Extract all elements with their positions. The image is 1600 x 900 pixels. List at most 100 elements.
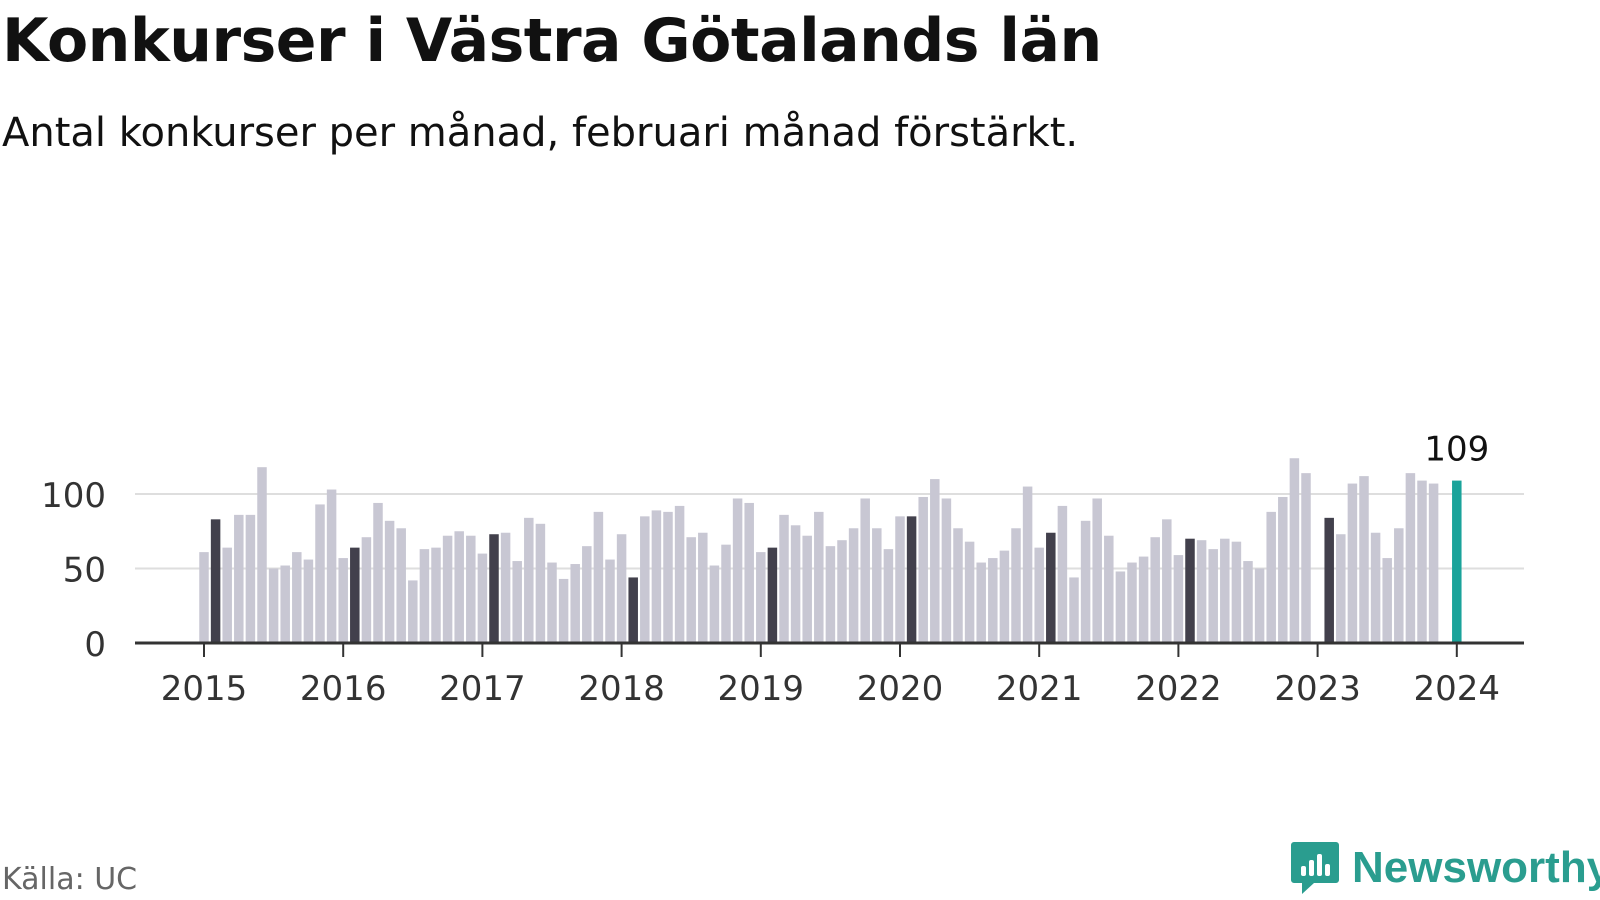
bar: [686, 537, 696, 643]
bar: [1336, 534, 1346, 643]
bar: [408, 580, 418, 643]
bar: [709, 565, 720, 643]
bar: [1173, 555, 1184, 643]
bar: [582, 546, 592, 643]
bar: [767, 547, 778, 643]
bar: [1115, 571, 1126, 643]
bar: [222, 547, 232, 643]
bar: [1162, 519, 1172, 643]
bar: [326, 489, 337, 643]
bar: [1278, 496, 1288, 643]
bar: [315, 504, 325, 643]
bar: [837, 540, 847, 643]
bar: [1394, 528, 1404, 643]
bar: [245, 514, 256, 643]
x-tick-label: 2022: [1135, 669, 1222, 709]
bars: [199, 458, 1462, 643]
bar: [1359, 476, 1369, 643]
bar: [210, 519, 221, 643]
bar: [1208, 549, 1218, 643]
bar: [1196, 540, 1207, 643]
bar: [1069, 577, 1079, 643]
bar: [500, 532, 511, 643]
x-tick-label: 2020: [857, 669, 944, 709]
bar: [1266, 511, 1276, 643]
bar: [512, 561, 522, 643]
bar: [1022, 486, 1033, 643]
bar: [535, 523, 546, 643]
bar: [825, 546, 836, 643]
bar: [732, 498, 743, 643]
bar: [350, 547, 360, 643]
bar: [454, 531, 464, 643]
y-tick-label: 50: [63, 551, 106, 591]
bar: [640, 516, 650, 643]
bar: [698, 532, 708, 643]
labels: 0 50 100 109 2015 2016 2017 2018 2019 2020 2021 202…: [41, 430, 1500, 709]
y-tick-label: 100: [41, 476, 106, 516]
bar: [431, 547, 441, 643]
bar: [721, 544, 731, 643]
x-tick-label: 2018: [578, 669, 665, 709]
bar: [1370, 532, 1381, 643]
bar: [558, 578, 569, 643]
bar: [361, 537, 372, 643]
bar: [756, 552, 766, 643]
bar: [1046, 532, 1056, 643]
bar: [489, 534, 499, 643]
bar: [1417, 480, 1427, 643]
bar: [802, 535, 812, 643]
bar: [1324, 517, 1334, 643]
bar: [442, 535, 453, 643]
bar: [860, 498, 870, 643]
bar: [1092, 498, 1102, 643]
bar: [303, 559, 314, 643]
bar: [883, 549, 894, 643]
bar: [257, 467, 267, 643]
x-tick-label: 2019: [718, 669, 805, 709]
last-value-label: 109: [1424, 430, 1489, 470]
bar: [373, 502, 383, 643]
bar: [1104, 535, 1114, 643]
bar: [953, 528, 963, 643]
bar: [1185, 538, 1195, 643]
y-tick-label: 0: [84, 625, 106, 665]
bar: [1243, 561, 1253, 643]
bar: [419, 549, 430, 643]
x-tick-label: 2015: [161, 669, 248, 709]
bar: [1138, 556, 1149, 643]
bar: [1452, 480, 1462, 643]
bar: [651, 510, 662, 643]
bar: [790, 525, 801, 643]
brand-name: Newsworthy: [1352, 843, 1600, 892]
bar: [1382, 558, 1392, 643]
bar: [524, 517, 534, 643]
bar: [280, 565, 290, 643]
bar: [1034, 547, 1044, 643]
bar: [477, 553, 488, 643]
x-tick-label: 2021: [996, 669, 1083, 709]
bar: [1080, 520, 1091, 643]
bar: [1254, 568, 1265, 643]
bar: [976, 562, 986, 643]
bar: [1428, 483, 1439, 643]
bar: [964, 541, 975, 643]
bar: [779, 514, 789, 643]
bar: [906, 516, 917, 643]
bar: [848, 528, 859, 643]
bar: [999, 550, 1010, 643]
bar: [384, 520, 395, 643]
bar: [1011, 528, 1021, 643]
bar: [1405, 473, 1416, 643]
x-tick-label: 2023: [1274, 669, 1361, 709]
brand-logo: Newsworthy: [1290, 840, 1600, 896]
bar: [234, 514, 244, 643]
bar: [988, 558, 998, 643]
x-tick-label: 2017: [439, 669, 526, 709]
chart-subtitle: Antal konkurser per månad, februari måna…: [2, 110, 1079, 156]
x-tick-label: 2024: [1414, 669, 1501, 709]
bar: [628, 577, 638, 643]
bar: [1347, 483, 1358, 643]
source-note: Källa: UC: [2, 862, 138, 897]
bar: [895, 516, 905, 643]
